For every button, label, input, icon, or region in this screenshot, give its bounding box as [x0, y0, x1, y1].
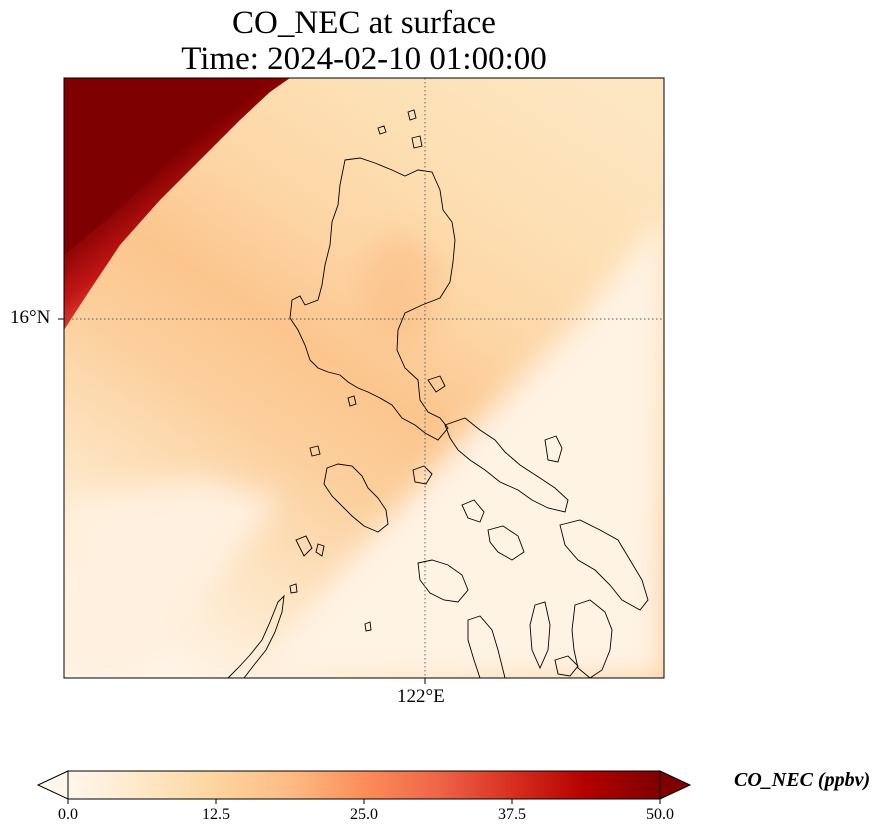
plot-title-line2: Time: 2024-02-10 01:00:00 [181, 41, 547, 77]
coastline-burias [461, 499, 485, 523]
colorbar-tick-4: 50.0 [646, 806, 674, 823]
coastline-calamian-2 [315, 543, 325, 557]
coastline-small-4 [289, 583, 298, 594]
concentration-field [64, 78, 664, 678]
coastline-masbate [487, 525, 525, 561]
coastline-babuyan-1 [377, 125, 387, 135]
coastline-cebu [529, 601, 551, 670]
coastline-bicol [444, 417, 569, 513]
map-frame [63, 77, 665, 679]
coastline-palawan [227, 594, 285, 678]
colorbar-label: CO_NEC (ppbv) [734, 769, 871, 791]
coastline-small-3 [364, 621, 372, 632]
coastline-babuyan-3 [411, 135, 423, 149]
gridlines [64, 78, 664, 678]
coastline-small-2 [309, 445, 321, 457]
colorbar-extend-min [36, 770, 69, 800]
colorbar-tick-3: 37.5 [498, 806, 526, 823]
colorbar-gradient [68, 771, 660, 799]
lon-label-122e: 122°E [397, 686, 445, 707]
colorbar-tick-1: 12.5 [202, 806, 230, 823]
coastline-marinduque [412, 465, 433, 485]
lat-label-16n: 16°N [10, 307, 51, 328]
coastline-babuyan-2 [407, 109, 417, 121]
colorbar [36, 770, 692, 804]
colorbar-tick-2: 25.0 [350, 806, 378, 823]
coastline-samar [559, 519, 649, 611]
coastline-luzon [289, 157, 456, 441]
coastline-bohol [554, 655, 579, 677]
colorbar-tick-0: 0.0 [58, 806, 78, 823]
coastline-catanduanes [544, 435, 563, 463]
coastline-small-1 [347, 395, 357, 407]
coastline-calamian [295, 535, 313, 557]
coastline-polillo [427, 375, 446, 393]
plot-title-line1: CO_NEC at surface [232, 5, 496, 41]
coastline-leyte [571, 599, 613, 678]
coastline-mindoro [323, 463, 389, 533]
coastline-negros [467, 615, 506, 678]
colorbar-extend-max [659, 770, 692, 800]
coastlines [227, 109, 649, 678]
